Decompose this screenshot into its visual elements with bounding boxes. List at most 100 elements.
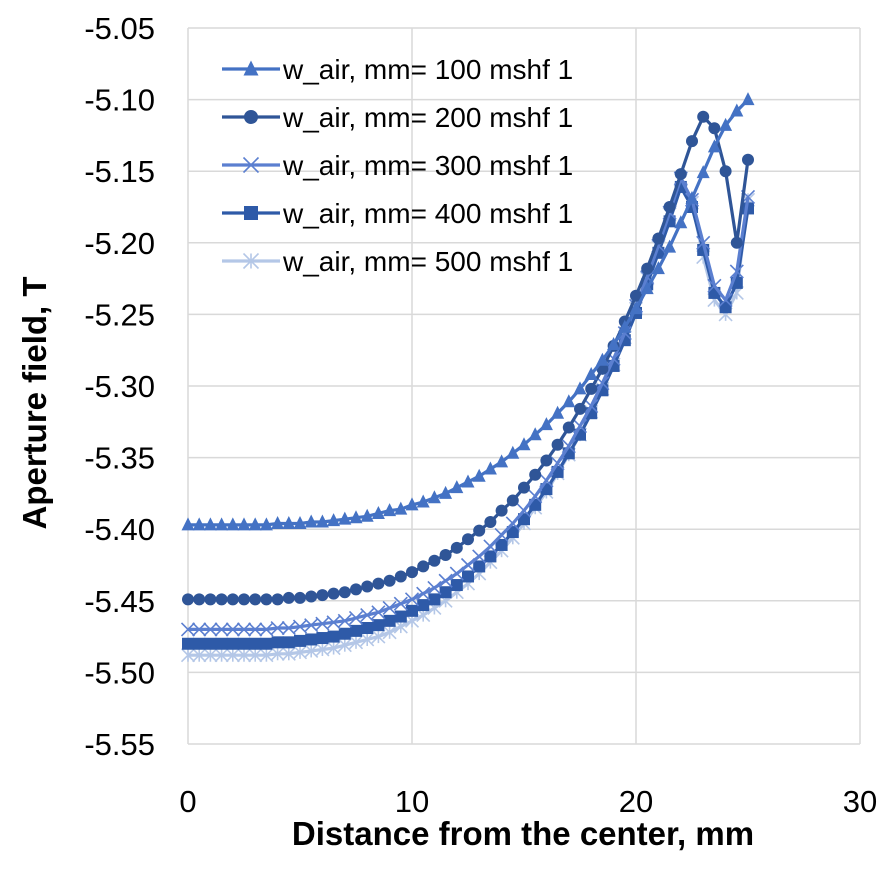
x-marker	[438, 573, 453, 588]
series-line	[188, 115, 750, 602]
legend-item: w_air, mm= 400 mshf 1	[222, 198, 573, 229]
circle-marker	[249, 593, 262, 606]
square-marker	[394, 610, 407, 623]
x-marker-stroke	[516, 503, 532, 518]
x-marker	[360, 608, 375, 623]
circle-marker	[406, 566, 418, 579]
square-marker	[182, 637, 194, 650]
x-marker-stroke	[192, 622, 207, 637]
square-marker	[215, 637, 228, 650]
x-marker-stroke	[539, 473, 554, 488]
square-marker	[327, 630, 340, 643]
y-tick-label: -5.05	[84, 11, 155, 46]
x-marker	[707, 278, 722, 293]
x-marker-stroke	[718, 293, 733, 308]
triangle-marker	[371, 505, 385, 519]
circle-marker	[719, 165, 732, 178]
x-marker-stroke	[236, 622, 252, 637]
circle-marker	[641, 262, 654, 275]
x-marker-stroke	[259, 622, 274, 637]
triangle-marker	[215, 517, 229, 531]
x-marker-stroke	[572, 419, 588, 434]
triangle-marker	[304, 514, 318, 528]
circle-marker	[244, 110, 258, 124]
x-marker-stroke	[180, 622, 196, 637]
x-marker-stroke	[494, 527, 509, 542]
triangle-marker	[719, 117, 733, 131]
x-marker	[192, 622, 207, 637]
asterisk-marker	[337, 638, 352, 653]
circle-marker	[540, 454, 553, 467]
x-marker-stroke	[707, 278, 722, 293]
square-marker	[361, 622, 374, 635]
y-tick-label: -5.30	[84, 369, 155, 404]
x-marker	[214, 622, 229, 637]
triangle-marker	[461, 474, 475, 488]
asterisk-marker	[214, 648, 229, 663]
x-marker	[494, 527, 509, 542]
square-marker	[316, 632, 329, 645]
triangle-marker	[696, 165, 710, 179]
asterisk-marker	[360, 632, 375, 647]
x-marker-stroke	[696, 235, 711, 250]
circle-marker	[260, 593, 273, 606]
triangle-marker	[629, 301, 643, 315]
x-marker-stroke	[326, 615, 341, 630]
circle-marker	[585, 382, 598, 395]
x-marker	[393, 596, 408, 611]
x-marker-stroke	[203, 622, 218, 637]
x-marker-stroke	[472, 549, 487, 564]
x-marker	[696, 235, 711, 250]
x-marker-stroke	[393, 596, 408, 611]
x-marker-stroke	[337, 613, 352, 628]
y-axis-title: Aperture field, T	[16, 276, 53, 529]
x-marker-stroke	[371, 605, 386, 620]
square-marker	[260, 637, 273, 650]
triangle-marker	[663, 239, 677, 253]
triangle-marker	[349, 510, 363, 524]
circle-marker	[484, 516, 497, 529]
x-marker	[337, 613, 352, 628]
triangle-marker	[539, 417, 553, 431]
x-marker-stroke	[404, 592, 420, 607]
triangle-marker	[327, 513, 341, 527]
circle-marker	[282, 591, 295, 604]
legend-label: w_air, mm= 300 mshf 1	[282, 150, 573, 181]
square-marker	[417, 599, 430, 612]
y-tick-label: -5.10	[84, 83, 155, 118]
square-marker	[383, 614, 396, 627]
x-marker	[584, 398, 599, 414]
legend-label: w_air, mm= 200 mshf 1	[282, 102, 573, 133]
square-marker	[462, 570, 474, 583]
triangle-marker	[483, 461, 497, 475]
x-marker-stroke	[292, 619, 308, 634]
square-marker	[204, 637, 217, 650]
y-tick-label: -5.40	[84, 512, 155, 547]
triangle-marker	[607, 336, 621, 350]
circle-marker	[551, 438, 564, 451]
circle-marker	[316, 589, 329, 602]
triangle-marker	[551, 405, 565, 419]
x-marker	[539, 473, 554, 488]
triangle-marker	[338, 511, 352, 525]
x-marker	[550, 456, 565, 471]
triangle-marker	[506, 445, 520, 459]
asterisk-marker	[270, 646, 285, 661]
asterisk-marker	[382, 625, 397, 640]
square-marker	[226, 637, 239, 650]
square-marker	[193, 637, 206, 650]
x-marker-stroke	[315, 616, 330, 631]
triangle-marker	[528, 427, 542, 441]
x-marker-stroke	[225, 622, 240, 637]
circle-marker	[327, 587, 340, 600]
x-marker	[449, 566, 464, 581]
triangle-marker	[360, 508, 374, 522]
x-marker	[460, 557, 476, 573]
square-marker	[506, 526, 519, 539]
circle-marker	[372, 577, 385, 590]
circle-marker	[462, 533, 474, 546]
circle-marker	[529, 468, 542, 481]
triangle-marker	[573, 381, 587, 395]
circle-marker	[518, 481, 530, 494]
circle-marker	[562, 421, 575, 434]
